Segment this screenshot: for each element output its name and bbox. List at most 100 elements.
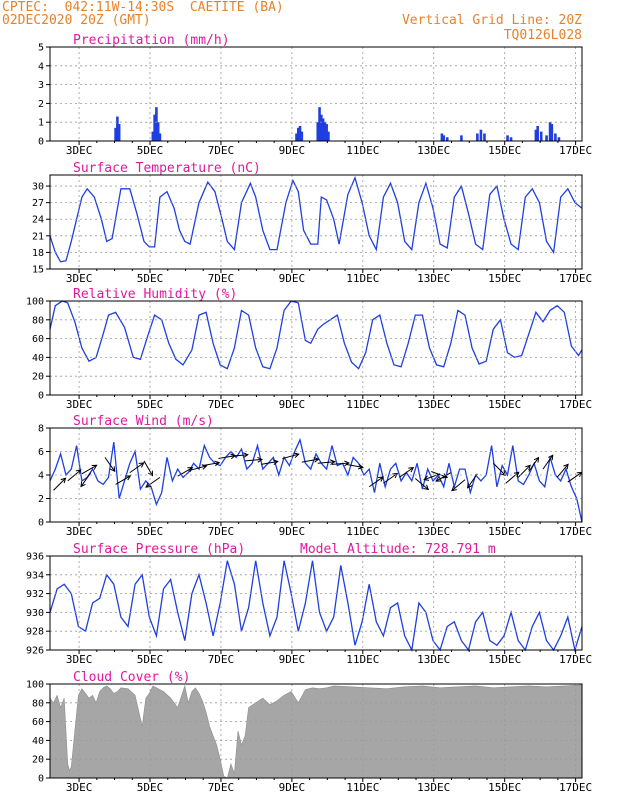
- temp-series: [49, 175, 583, 263]
- wind-vector-26: [423, 473, 441, 481]
- wind-vector-shaft-30: [492, 462, 506, 476]
- wind-vector-head-18: [329, 459, 336, 465]
- wind-vector-7: [143, 460, 154, 477]
- wind-vector-head-11: [214, 460, 221, 467]
- precip-bar-26: [506, 135, 509, 141]
- temp-line: [49, 175, 583, 263]
- cloud-title: Cloud Cover (%): [73, 670, 190, 685]
- rh-panel: Relative Humidity (%) 0 20 40 60 80 100 3DEC 5DE…: [26, 287, 592, 411]
- wind-vector-34: [542, 454, 554, 470]
- wind-vector-shaft-2: [81, 464, 97, 475]
- wind-vector-1: [67, 469, 82, 482]
- rh-xtick-7: 17DEC: [559, 398, 592, 411]
- cloud-xtick-0: 3DEC: [66, 781, 93, 794]
- wind-vector-15: [260, 459, 279, 465]
- station-header: CPTEC: 042:11W-14:30S CAETITE (BA): [2, 0, 284, 15]
- pres-xtick-3: 9DEC: [279, 653, 306, 666]
- precip-bar-6: [156, 122, 160, 141]
- wind-line: [49, 437, 583, 523]
- rh-xtick-0: 3DEC: [66, 398, 93, 411]
- wind-vector-head-35: [563, 463, 569, 470]
- wind-vector-shaft-6: [129, 462, 145, 474]
- wind-vector-shaft-11: [202, 462, 220, 467]
- temp-ytick-0: 15: [32, 265, 44, 276]
- cloud-ytick-0: 0: [38, 774, 44, 785]
- temp-title: Surface Temperature (nC): [73, 161, 261, 176]
- precip-bar-0: [114, 127, 117, 141]
- wind-vector-head-1: [75, 469, 82, 475]
- wind-vector-shaft-21: [368, 476, 384, 488]
- wind-vector-shaft-10: [189, 465, 207, 471]
- wind-vector-shaft-18: [317, 461, 335, 464]
- precip-bar-11: [300, 131, 304, 141]
- wind-vector-head-8: [145, 482, 152, 488]
- wind-vector-24: [414, 478, 430, 491]
- wind-vector-shaft-17: [301, 458, 319, 463]
- precip-bar-30: [539, 131, 543, 141]
- wind-xtick-6: 15DEC: [488, 525, 521, 538]
- wind-xtick-4: 11DEC: [346, 525, 379, 538]
- precip-panel: Precipitation (mm/h) 0 1 2 3 4 5 3DEC 5DEC 7DEC 9D…: [38, 33, 592, 157]
- wind-ytick-4: 8: [38, 424, 44, 435]
- cloud-xtick-3: 9DEC: [279, 781, 306, 794]
- rh-xtick-3: 9DEC: [279, 398, 306, 411]
- rh-ytick-5: 100: [26, 297, 44, 308]
- pres-frame: [49, 555, 583, 651]
- wind-vector-head-16: [293, 452, 300, 458]
- precip-ytick-4: 4: [38, 61, 44, 72]
- precip-bar-20: [442, 135, 445, 141]
- pres-xtick-7: 17DEC: [559, 653, 592, 666]
- precip-bar-17: [325, 124, 328, 141]
- precip-bar-13: [318, 107, 321, 141]
- wind-vector-head-33: [533, 456, 540, 463]
- wind-series: [49, 437, 583, 523]
- precip-bar-25: [483, 133, 486, 141]
- wind-vector-shaft-35: [556, 464, 569, 478]
- temp-ytick-3: 24: [32, 215, 44, 226]
- precip-bar-32: [548, 122, 552, 141]
- pres-annotation: Model Altitude: 728.791 m: [300, 542, 496, 557]
- wind-vector-5: [115, 475, 132, 485]
- precip-ytick-0: 0: [38, 137, 44, 148]
- wind-vector-head-23: [408, 467, 415, 473]
- rh-ytick-3: 60: [32, 334, 44, 345]
- wind-vector-0: [53, 477, 67, 491]
- wind-vector-36: [567, 471, 583, 483]
- precip-bar-29: [536, 125, 539, 141]
- temp-xtick-0: 3DEC: [66, 272, 93, 285]
- wind-vector-4: [104, 457, 116, 473]
- pres-xtick-5: 13DEC: [417, 653, 450, 666]
- temp-xtick-5: 13DEC: [417, 272, 450, 285]
- wind-vector-shaft-14: [245, 458, 263, 462]
- rh-line: [49, 300, 583, 370]
- rh-title: Relative Humidity (%): [73, 287, 237, 302]
- precip-bar-21: [445, 137, 449, 141]
- wind-vector-head-26: [423, 475, 430, 481]
- wind-title: Surface Wind (m/s): [73, 414, 214, 429]
- wind-ytick-0: 0: [38, 518, 44, 529]
- precip-xtick-1: 5DEC: [137, 144, 164, 157]
- rh-ytick-0: 0: [38, 391, 44, 402]
- wind-vector-shaft-31: [505, 471, 520, 484]
- rh-ytick-2: 40: [32, 353, 44, 364]
- precip-bar-23: [476, 133, 479, 141]
- rh-frame: [49, 300, 583, 396]
- wind-vector-shaft-23: [399, 467, 414, 478]
- precip-ytick-2: 2: [38, 99, 44, 110]
- wind-vector-shaft-3: [80, 472, 92, 487]
- wind-xtick-7: 17DEC: [559, 525, 592, 538]
- pres-xtick-1: 5DEC: [137, 653, 164, 666]
- pres-ytick-3: 932: [26, 589, 44, 600]
- wind-vector-35: [556, 463, 569, 478]
- wind-vector-head-6: [138, 462, 145, 468]
- rh-xtick-4: 11DEC: [346, 398, 379, 411]
- wind-vector-head-34: [548, 454, 554, 461]
- temp-ytick-1: 18: [32, 248, 44, 259]
- wind-vector-8: [145, 476, 161, 488]
- wind-vector-head-4: [110, 466, 116, 473]
- wind-xtick-2: 7DEC: [208, 525, 235, 538]
- wind-vector-head-0: [60, 477, 67, 484]
- pres-ytick-5: 936: [26, 552, 44, 563]
- wind-vector-head-14: [257, 456, 264, 463]
